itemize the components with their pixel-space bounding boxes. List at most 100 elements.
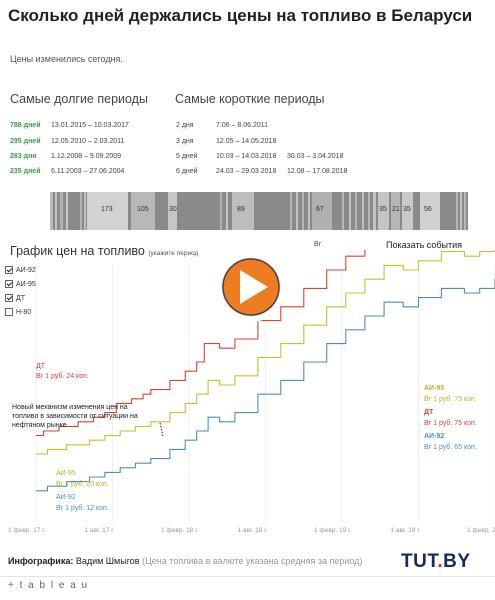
shortest-range: 24.03 – 29.03.2018 bbox=[216, 168, 277, 175]
shortest-row: 3 дня 12.05 – 14.05.2018 bbox=[176, 138, 276, 145]
x-tick-label: 1 авг. 19 г. bbox=[391, 527, 421, 534]
strip-label: 105 bbox=[137, 206, 149, 213]
x-tick-label: 1 авг. 18 г. bbox=[238, 527, 268, 534]
longest-row: 788 дней 13.01.2015 – 10.03.2017 bbox=[10, 122, 129, 129]
tut-by-logo[interactable]: TUT.BY bbox=[401, 551, 471, 572]
strip-segment[interactable]: 30 bbox=[168, 192, 177, 230]
strip-segment[interactable] bbox=[302, 192, 304, 230]
strip-segment[interactable] bbox=[464, 192, 466, 230]
annotation-pointer bbox=[159, 422, 164, 437]
ai95-end-name: АИ-95 bbox=[424, 385, 444, 392]
ai92-start-name: АИ-92 bbox=[56, 494, 76, 501]
ai92-start-value: Вг 1 руб. 12 коп. bbox=[56, 504, 109, 512]
strip-segment[interactable] bbox=[362, 192, 364, 230]
show-events-button[interactable]: Показать события bbox=[386, 240, 463, 250]
video-play-button[interactable] bbox=[207, 251, 295, 323]
strip-segment[interactable] bbox=[373, 192, 376, 230]
longest-days: 283 дня bbox=[10, 153, 37, 160]
strip-segment[interactable] bbox=[226, 192, 228, 230]
strip-segment[interactable] bbox=[308, 192, 310, 230]
shortest-days: 2 дня bbox=[176, 122, 194, 129]
strip-label: 35 bbox=[379, 206, 387, 213]
play-icon bbox=[240, 270, 268, 304]
series-line-dt[interactable] bbox=[36, 250, 495, 437]
footer-author: Вадим Шмыгов bbox=[73, 556, 140, 566]
strip-segment[interactable] bbox=[290, 192, 292, 230]
x-tick-label: 1 февр. 20 г. bbox=[467, 527, 495, 534]
price-line-chart[interactable]: 1 февр. 17 г. 1 авг. 17 г. 1 февр. 18 г. 1 … bbox=[0, 250, 495, 550]
strip-segment[interactable] bbox=[349, 192, 351, 230]
shortest-days: 3 дня bbox=[176, 138, 194, 145]
longest-days: 235 дней bbox=[10, 168, 41, 175]
legend-item-dt[interactable]: ДТ bbox=[5, 294, 25, 302]
shortest-range-2: 12.08 – 17.08.2018 bbox=[287, 168, 348, 175]
legend-label: Н-80 bbox=[16, 308, 32, 316]
legend-label: АИ-95 bbox=[16, 280, 36, 288]
strip-segment[interactable] bbox=[55, 192, 57, 230]
strip-segment[interactable]: 56 bbox=[420, 192, 440, 230]
strip-segment[interactable] bbox=[66, 192, 68, 230]
update-subtitle: Цены изменились сегодня. bbox=[10, 54, 123, 64]
shortest-periods-heading: Самые короткие периоды bbox=[175, 92, 325, 106]
checkbox-icon[interactable] bbox=[5, 280, 13, 288]
shortest-row: 2 дня 7.06 – 8.06.2011 bbox=[176, 122, 268, 129]
ai95-start-value: Вг 1 руб. 20 коп. bbox=[56, 480, 109, 488]
legend-label: АИ-92 bbox=[16, 266, 36, 274]
shortest-range-2: 30.03 – 3.04.2018 bbox=[287, 153, 344, 160]
strip-segment[interactable] bbox=[368, 192, 370, 230]
strip-segment[interactable] bbox=[456, 192, 458, 230]
legend-item-ai92[interactable]: АИ-92 bbox=[5, 266, 36, 274]
logo-text: TUT bbox=[401, 551, 438, 572]
strip-label: 30 bbox=[169, 206, 177, 213]
tableau-logo[interactable]: + t a b l e a u bbox=[8, 580, 89, 591]
longest-range: 13.01.2015 – 10.03.2017 bbox=[51, 122, 129, 129]
strip-segment[interactable] bbox=[50, 192, 53, 230]
currency-label: Вг bbox=[314, 241, 322, 248]
legend-item-n80[interactable]: Н-80 bbox=[5, 308, 31, 316]
footer-prefix: Инфографика: bbox=[8, 556, 74, 566]
shortest-range: 12.05 – 14.05.2018 bbox=[216, 138, 277, 145]
shortest-days: 6 дней bbox=[176, 168, 198, 175]
strip-segment[interactable]: 105 bbox=[131, 192, 155, 230]
strip-label: 21 bbox=[392, 206, 400, 213]
strip-segment[interactable] bbox=[80, 192, 82, 230]
strip-segment[interactable] bbox=[84, 192, 86, 230]
strip-segment[interactable]: 21 bbox=[391, 192, 400, 230]
strip-segment[interactable]: 173 bbox=[87, 192, 128, 230]
strip-segment[interactable] bbox=[460, 192, 462, 230]
series-line-ai92[interactable] bbox=[36, 275, 495, 492]
strip-segment[interactable]: 35 bbox=[378, 192, 389, 230]
annotation-text: Новый механизм изменения цен на bbox=[12, 403, 128, 411]
longest-periods-heading: Самые долгие периоды bbox=[10, 92, 148, 106]
strip-segment[interactable] bbox=[60, 192, 63, 230]
legend-label: ДТ bbox=[16, 294, 26, 302]
strip-segment[interactable] bbox=[296, 192, 298, 230]
strip-segment[interactable] bbox=[342, 192, 344, 230]
strip-segment[interactable]: 35 bbox=[402, 192, 413, 230]
shortest-row: 6 дней 24.03 – 29.03.2018 12.08 – 17.08.… bbox=[176, 168, 347, 175]
shortest-days: 5 дней bbox=[176, 153, 198, 160]
page-title: Сколько дней держались цены на топливо в… bbox=[8, 6, 473, 25]
checkbox-icon[interactable] bbox=[5, 266, 13, 274]
longest-range: 1.12.2008 – 9.09.2009 bbox=[51, 153, 122, 160]
strip-segment[interactable] bbox=[355, 192, 357, 230]
shortest-row: 5 дней 10.03 – 14.03.2018 30.03 – 3.04.2… bbox=[176, 153, 343, 160]
checkbox-icon[interactable] bbox=[5, 308, 13, 316]
chart-period-note: (укажите период bbox=[148, 250, 199, 257]
strip-segment[interactable] bbox=[220, 192, 222, 230]
checkbox-icon[interactable] bbox=[5, 294, 13, 302]
legend-item-ai95[interactable]: АИ-95 bbox=[5, 280, 36, 288]
strip-segment[interactable]: 89 bbox=[232, 192, 254, 230]
strip-segment[interactable]: 67 bbox=[312, 192, 332, 230]
longest-range: 6.11.2003 – 27.06.2004 bbox=[51, 168, 125, 175]
footer-divider bbox=[0, 576, 495, 577]
ai95-end-value: Вг 1 руб. 75 коп. bbox=[424, 395, 477, 403]
strip-label: 56 bbox=[424, 206, 432, 213]
longest-row: 295 дней 12.05.2010 – 2.03.2011 bbox=[10, 138, 124, 145]
strip-label: 173 bbox=[101, 206, 113, 213]
dt-end-name: ДТ bbox=[424, 409, 434, 416]
shortest-range: 7.06 – 8.06.2011 bbox=[216, 122, 269, 129]
series-line-ai95[interactable] bbox=[36, 250, 495, 455]
period-duration-strip[interactable]: 173 105 30 89 67 35 21 35 56 bbox=[50, 192, 468, 230]
dt-start-name: ДТ bbox=[36, 363, 46, 370]
